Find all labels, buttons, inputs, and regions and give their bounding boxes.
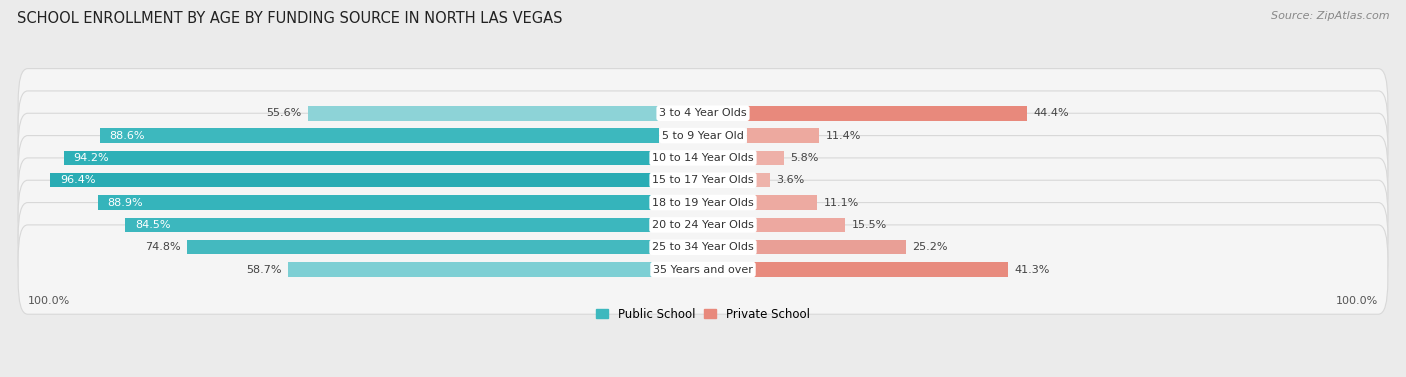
Text: 100.0%: 100.0% bbox=[1336, 296, 1378, 306]
Text: 20 to 24 Year Olds: 20 to 24 Year Olds bbox=[652, 220, 754, 230]
Bar bbox=[51, 173, 659, 187]
Text: 58.7%: 58.7% bbox=[246, 265, 283, 274]
Text: 55.6%: 55.6% bbox=[266, 108, 301, 118]
Bar bbox=[100, 128, 659, 143]
Text: 25.2%: 25.2% bbox=[912, 242, 948, 252]
Text: 11.1%: 11.1% bbox=[824, 198, 859, 208]
FancyBboxPatch shape bbox=[18, 113, 1388, 202]
Text: 3.6%: 3.6% bbox=[776, 175, 804, 185]
Text: 5 to 9 Year Old: 5 to 9 Year Old bbox=[662, 130, 744, 141]
Bar bbox=[747, 128, 820, 143]
Text: Source: ZipAtlas.com: Source: ZipAtlas.com bbox=[1271, 11, 1389, 21]
FancyBboxPatch shape bbox=[18, 225, 1388, 314]
Bar bbox=[747, 240, 907, 254]
Text: 41.3%: 41.3% bbox=[1014, 265, 1049, 274]
Text: 84.5%: 84.5% bbox=[135, 220, 170, 230]
Text: 44.4%: 44.4% bbox=[1033, 108, 1070, 118]
FancyBboxPatch shape bbox=[18, 180, 1388, 270]
Text: 96.4%: 96.4% bbox=[60, 175, 96, 185]
Text: 100.0%: 100.0% bbox=[28, 296, 70, 306]
FancyBboxPatch shape bbox=[18, 69, 1388, 158]
Bar bbox=[125, 218, 659, 232]
Text: 88.6%: 88.6% bbox=[110, 130, 145, 141]
Text: 15 to 17 Year Olds: 15 to 17 Year Olds bbox=[652, 175, 754, 185]
Bar bbox=[65, 151, 659, 165]
Text: 35 Years and over: 35 Years and over bbox=[652, 265, 754, 274]
Text: 15.5%: 15.5% bbox=[851, 220, 887, 230]
Text: 11.4%: 11.4% bbox=[825, 130, 860, 141]
Text: 88.9%: 88.9% bbox=[107, 198, 143, 208]
Bar bbox=[308, 106, 659, 121]
FancyBboxPatch shape bbox=[18, 158, 1388, 247]
Bar bbox=[288, 262, 659, 277]
Bar bbox=[747, 151, 783, 165]
Bar bbox=[747, 106, 1028, 121]
FancyBboxPatch shape bbox=[18, 136, 1388, 225]
Text: 94.2%: 94.2% bbox=[73, 153, 110, 163]
Text: 10 to 14 Year Olds: 10 to 14 Year Olds bbox=[652, 153, 754, 163]
Text: 18 to 19 Year Olds: 18 to 19 Year Olds bbox=[652, 198, 754, 208]
Bar bbox=[187, 240, 659, 254]
Text: SCHOOL ENROLLMENT BY AGE BY FUNDING SOURCE IN NORTH LAS VEGAS: SCHOOL ENROLLMENT BY AGE BY FUNDING SOUR… bbox=[17, 11, 562, 26]
Bar bbox=[747, 195, 817, 210]
Legend: Public School, Private School: Public School, Private School bbox=[596, 308, 810, 320]
Bar bbox=[747, 262, 1008, 277]
Bar bbox=[747, 173, 770, 187]
Bar bbox=[97, 195, 659, 210]
FancyBboxPatch shape bbox=[18, 91, 1388, 180]
Text: 5.8%: 5.8% bbox=[790, 153, 818, 163]
FancyBboxPatch shape bbox=[18, 202, 1388, 292]
Bar bbox=[747, 218, 845, 232]
Text: 74.8%: 74.8% bbox=[145, 242, 180, 252]
Text: 25 to 34 Year Olds: 25 to 34 Year Olds bbox=[652, 242, 754, 252]
Text: 3 to 4 Year Olds: 3 to 4 Year Olds bbox=[659, 108, 747, 118]
